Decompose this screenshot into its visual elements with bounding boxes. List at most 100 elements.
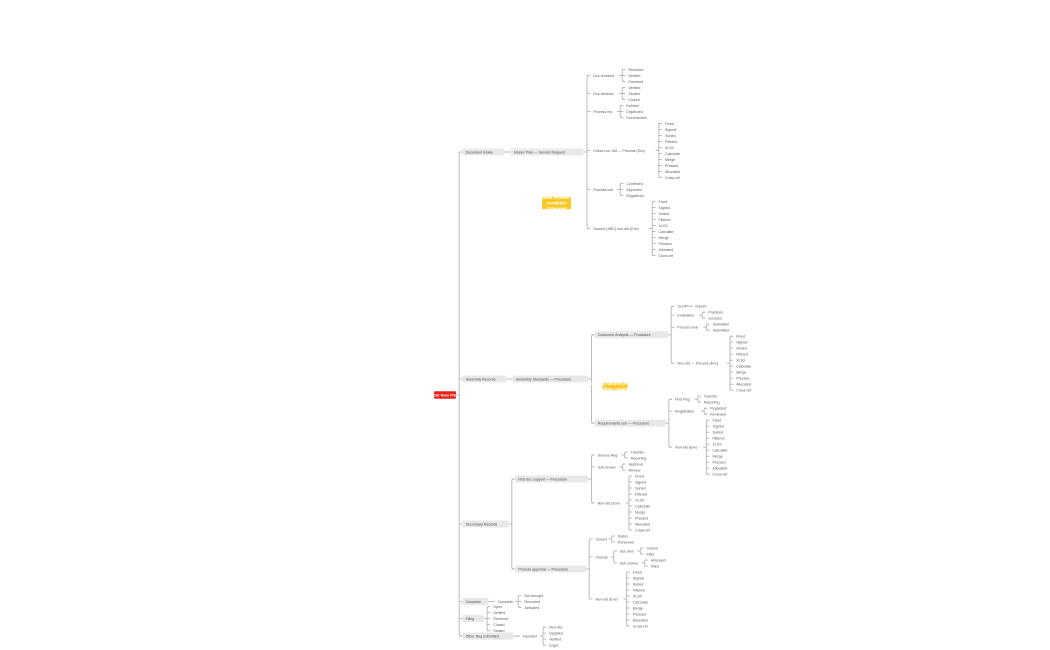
- svg-text:Sorted: Sorted: [736, 347, 747, 351]
- svg-text:Calculate: Calculate: [665, 152, 680, 156]
- svg-text:Filtered: Filtered: [736, 353, 748, 357]
- svg-text:Calculate: Calculate: [635, 504, 650, 508]
- svg-text:Cross-ref: Cross-ref: [635, 528, 650, 532]
- svg-text:Master Plan — Service Request: Master Plan — Service Request: [514, 150, 565, 154]
- svg-text:Imported: Imported: [523, 634, 537, 638]
- svg-text:Non-Std: Non-Std: [549, 625, 562, 629]
- svg-text:Secondary Records: Secondary Records: [466, 522, 498, 526]
- svg-text:First doc support — Procedure: First doc support — Procedure: [518, 477, 567, 481]
- svg-text:Cross-ref: Cross-ref: [633, 624, 648, 628]
- svg-text:Documented: Documented: [626, 116, 646, 120]
- svg-text:XLSX: XLSX: [736, 359, 746, 363]
- svg-text:Other Req submitted: Other Req submitted: [466, 634, 499, 638]
- svg-text:Not brought: Not brought: [524, 594, 543, 598]
- svg-text:Fixed: Fixed: [635, 474, 644, 478]
- svg-text:Sorted: Sorted: [713, 431, 724, 435]
- svg-text:Complete: Complete: [498, 600, 513, 604]
- svg-text:XLSX: XLSX: [713, 443, 723, 447]
- svg-text:Merge: Merge: [665, 158, 675, 162]
- svg-text:Sorted: Sorted: [635, 486, 646, 490]
- svg-text:Activated: Activated: [524, 606, 539, 610]
- svg-text:Updated: Updated: [549, 631, 563, 635]
- svg-text:Returned: Returned: [628, 80, 643, 84]
- svg-text:Approved: Approved: [626, 188, 641, 192]
- svg-text:Non-std (Env): Non-std (Env): [596, 597, 618, 601]
- svg-text:Merge: Merge: [736, 371, 746, 375]
- svg-text:Confirmed: Confirmed: [626, 182, 643, 186]
- svg-text:Reporting: Reporting: [631, 456, 647, 460]
- svg-text:Cross-ref: Cross-ref: [713, 473, 728, 477]
- svg-text:Verified: Verified: [628, 86, 640, 90]
- svg-text:Signed: Signed: [633, 576, 644, 580]
- svg-text:Non-std (Env): Non-std (Env): [675, 446, 697, 450]
- svg-text:Document Intake: Document Intake: [466, 150, 493, 154]
- svg-text:Fixed: Fixed: [633, 570, 642, 574]
- svg-text:Calculate: Calculate: [659, 230, 674, 234]
- svg-text:Submitted: Submitted: [713, 323, 729, 327]
- svg-text:Handling sample procedure: Handling sample procedure: [587, 381, 644, 386]
- svg-text:Sub item: Sub item: [620, 549, 634, 553]
- svg-text:Second (ABC) non-std (Env): Second (ABC) non-std (Env): [593, 227, 639, 231]
- svg-text:Recorded: Recorded: [524, 600, 540, 604]
- svg-text:Sorted: Sorted: [665, 134, 676, 138]
- svg-text:Assembly Records: Assembly Records: [466, 377, 496, 381]
- svg-text:Practices: Practices: [708, 311, 723, 315]
- svg-text:Review: Review: [629, 468, 641, 472]
- svg-text:Complete: Complete: [466, 600, 481, 604]
- svg-text:Closed: Closed: [493, 623, 504, 627]
- svg-text:Non-std — Process (Env): Non-std — Process (Env): [677, 362, 718, 366]
- svg-text:Signed: Signed: [736, 341, 747, 345]
- svg-text:Sealed: Sealed: [628, 92, 639, 96]
- svg-text:Transfer: Transfer: [631, 450, 645, 454]
- svg-text:Process approval — Procedure: Process approval — Procedure: [518, 567, 568, 571]
- svg-text:Filtered: Filtered: [665, 140, 677, 144]
- svg-text:Doc decision: Doc decision: [593, 92, 614, 96]
- svg-text:Filtered: Filtered: [659, 218, 671, 222]
- svg-text:Requirements sub — Procedure: Requirements sub — Procedure: [598, 422, 649, 426]
- svg-text:Allocated: Allocated: [713, 467, 728, 471]
- svg-text:Closed: Closed: [596, 537, 607, 541]
- svg-text:Fixed: Fixed: [736, 335, 745, 339]
- svg-text:Signed: Signed: [713, 425, 724, 429]
- svg-text:Status: Status: [618, 534, 628, 538]
- svg-text:Reporting: Reporting: [704, 401, 720, 405]
- svg-text:Filtered: Filtered: [635, 492, 647, 496]
- svg-text:Signed: Signed: [635, 480, 646, 484]
- svg-text:Sealed: Sealed: [493, 629, 504, 633]
- svg-text:Updated records and: Updated records and: [535, 195, 578, 200]
- svg-text:Closed: Closed: [628, 98, 639, 102]
- svg-text:Verified: Verified: [493, 611, 505, 615]
- svg-text:Pressed: Pressed: [665, 164, 678, 168]
- svg-text:condition statement: condition statement: [595, 387, 636, 392]
- svg-text:Filing: Filing: [466, 617, 475, 621]
- svg-text:SLOP: SLOP: [677, 305, 687, 309]
- svg-text:Returned: Returned: [493, 617, 508, 621]
- svg-text:Fixed: Fixed: [659, 200, 668, 204]
- svg-text:Merge: Merge: [635, 510, 645, 514]
- svg-text:XLSX: XLSX: [633, 594, 643, 598]
- svg-text:Registration: Registration: [675, 410, 694, 414]
- svg-text:Submitted: Submitted: [713, 329, 729, 333]
- svg-text:Pressed: Pressed: [736, 377, 749, 381]
- svg-text:Organized: Organized: [626, 110, 643, 114]
- svg-text:Sub review: Sub review: [598, 465, 616, 469]
- svg-text:Defined: Defined: [626, 104, 638, 108]
- svg-text:Service Reg: Service Reg: [598, 453, 618, 457]
- svg-text:Approval: Approval: [629, 462, 643, 466]
- svg-text:Non-std (Env): Non-std (Env): [598, 501, 620, 505]
- svg-text:Fixed: Fixed: [665, 122, 674, 126]
- svg-text:Filed: Filed: [647, 552, 655, 556]
- svg-text:Signed: Signed: [659, 206, 670, 210]
- svg-text:condition: condition: [547, 200, 567, 205]
- svg-text:Fixed: Fixed: [713, 419, 722, 423]
- svg-text:Filtered: Filtered: [713, 437, 725, 441]
- svg-text:Registered: Registered: [626, 194, 643, 198]
- svg-text:Sorted: Sorted: [659, 212, 670, 216]
- svg-text:Allocated: Allocated: [736, 383, 751, 387]
- svg-text:Sorted: Sorted: [633, 582, 644, 586]
- svg-text:Process sub: Process sub: [593, 188, 613, 192]
- svg-text:Old Town FTE: Old Town FTE: [434, 393, 457, 397]
- svg-text:XLSX: XLSX: [665, 146, 675, 150]
- svg-text:Allocated: Allocated: [659, 248, 674, 252]
- svg-text:Allocated: Allocated: [665, 170, 680, 174]
